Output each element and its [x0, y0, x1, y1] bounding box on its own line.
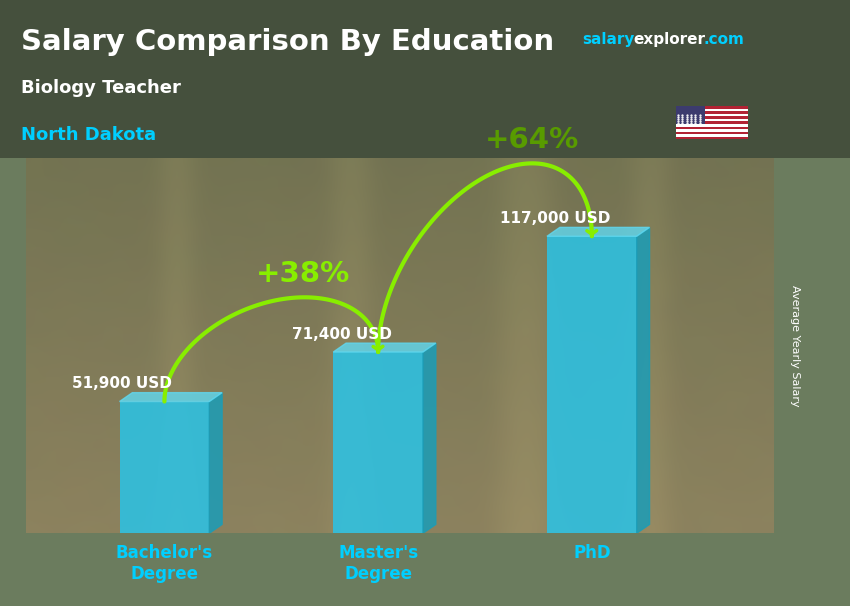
Text: +38%: +38%	[256, 261, 350, 288]
Bar	[676, 119, 748, 121]
Bar	[676, 114, 748, 116]
Text: 117,000 USD: 117,000 USD	[501, 211, 610, 226]
Polygon shape	[423, 343, 436, 533]
Text: Average Yearly Salary: Average Yearly Salary	[790, 285, 800, 406]
Bar	[547, 236, 637, 533]
Bar	[676, 124, 748, 127]
Polygon shape	[209, 393, 222, 533]
Polygon shape	[637, 227, 649, 533]
Text: 71,400 USD: 71,400 USD	[292, 327, 392, 342]
Text: Salary Comparison By Education: Salary Comparison By Education	[21, 28, 554, 56]
Bar	[676, 106, 705, 124]
Text: +64%: +64%	[485, 127, 580, 155]
Polygon shape	[547, 227, 649, 236]
Bar	[676, 108, 748, 111]
Bar	[676, 127, 748, 129]
Bar	[676, 106, 748, 108]
Bar	[676, 121, 748, 124]
Bar	[676, 129, 748, 132]
Text: North Dakota: North Dakota	[21, 126, 156, 144]
Polygon shape	[120, 393, 222, 402]
Bar	[676, 137, 748, 139]
Bar	[676, 116, 748, 119]
Bar	[333, 352, 423, 533]
Text: Biology Teacher: Biology Teacher	[21, 79, 181, 97]
Bar	[676, 135, 748, 137]
Text: explorer: explorer	[633, 32, 706, 47]
Text: .com: .com	[704, 32, 745, 47]
Bar	[676, 111, 748, 114]
Polygon shape	[333, 343, 436, 352]
Text: 51,900 USD: 51,900 USD	[71, 376, 172, 391]
Bar	[676, 132, 748, 135]
Text: salary: salary	[582, 32, 635, 47]
Bar	[120, 402, 209, 533]
